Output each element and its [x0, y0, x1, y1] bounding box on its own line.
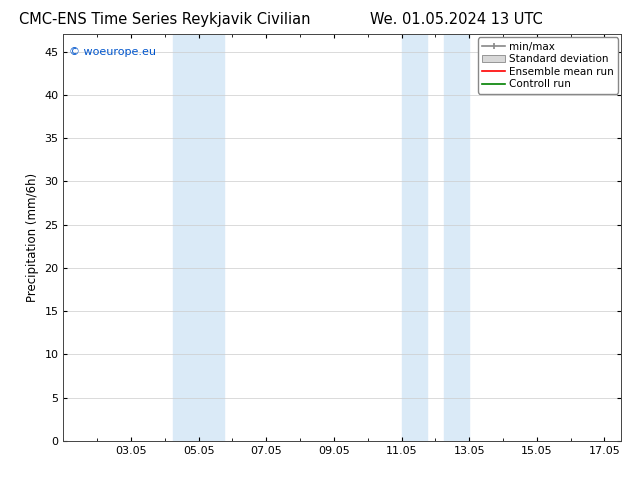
- Bar: [401, 34, 427, 441]
- Text: © woeurope.eu: © woeurope.eu: [69, 47, 156, 56]
- Y-axis label: Precipitation (mm/6h): Precipitation (mm/6h): [26, 173, 39, 302]
- Text: CMC-ENS Time Series Reykjavik Civilian: CMC-ENS Time Series Reykjavik Civilian: [19, 12, 311, 27]
- Legend: min/max, Standard deviation, Ensemble mean run, Controll run: min/max, Standard deviation, Ensemble me…: [478, 37, 618, 94]
- Bar: [444, 34, 469, 441]
- Bar: [173, 34, 224, 441]
- Text: We. 01.05.2024 13 UTC: We. 01.05.2024 13 UTC: [370, 12, 543, 27]
